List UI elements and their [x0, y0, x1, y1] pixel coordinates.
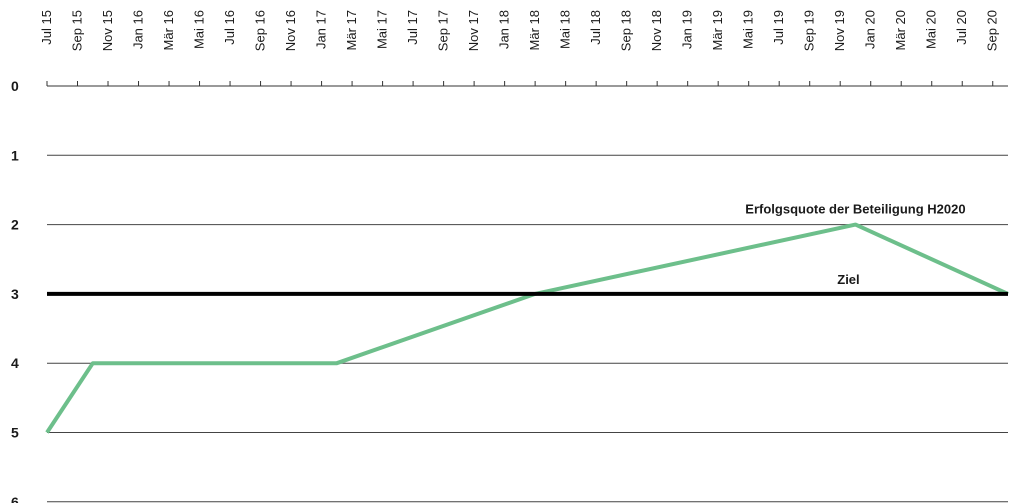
x-tick-label: Jan 20: [863, 10, 878, 49]
x-tick-label: Jul 19: [771, 10, 786, 45]
x-tick-label: Mär 17: [344, 10, 359, 50]
x-tick-label: Mär 18: [527, 10, 542, 50]
x-tick-label: Sep 16: [253, 10, 268, 51]
y-tick-label: 5: [11, 425, 19, 441]
x-tick-label: Mai 17: [375, 10, 390, 49]
y-axis-tick-labels: 0 1 2 3 4 5 6: [11, 78, 19, 503]
x-tick-label: Sep 17: [436, 10, 451, 51]
series-line-success-rate: [45, 222, 1009, 434]
series-label-goal: Ziel: [837, 272, 859, 287]
x-tick-label: Nov 16: [283, 10, 298, 51]
x-tick-label: Mai 18: [558, 10, 573, 49]
x-tick-label: Jan 16: [131, 10, 146, 49]
series-lines: [45, 222, 1009, 434]
x-tick-label: Mai 16: [192, 10, 207, 49]
y-tick-label: 6: [11, 494, 19, 503]
x-tick-label: Sep 18: [619, 10, 634, 51]
x-tick-label: Jul 18: [588, 10, 603, 45]
y-tick-label: 0: [11, 78, 19, 94]
x-tick-label: Jan 17: [314, 10, 329, 49]
x-tick-label: Mai 19: [741, 10, 756, 49]
x-tick-label: Sep 20: [985, 10, 1000, 51]
x-tick-label: Nov 18: [649, 10, 664, 51]
x-tick-label: Mär 16: [161, 10, 176, 50]
x-tick-label: Nov 15: [100, 10, 115, 51]
y-tick-label: 1: [11, 147, 19, 163]
x-tick-label: Sep 19: [802, 10, 817, 51]
y-tick-label: 2: [11, 217, 19, 233]
series-annotations: Erfolgsquote der Beteiligung H2020 Ziel: [745, 202, 965, 287]
x-tick-label: Jul 17: [405, 10, 420, 45]
x-tick-label: Mär 19: [710, 10, 725, 50]
y-tick-label: 4: [11, 355, 19, 371]
x-tick-label: Jan 19: [680, 10, 695, 49]
x-axis-ticks: [46, 81, 994, 86]
x-tick-label: Jul 20: [954, 10, 969, 45]
x-tick-label: Jul 15: [39, 10, 54, 45]
x-tick-label: Nov 17: [466, 10, 481, 51]
x-tick-label: Nov 19: [832, 10, 847, 51]
x-tick-label: Mai 20: [924, 10, 939, 49]
x-tick-label: Jul 16: [222, 10, 237, 45]
series-label-success-rate: Erfolgsquote der Beteiligung H2020: [745, 202, 965, 217]
y-tick-label: 3: [11, 286, 19, 302]
x-tick-label: Mär 20: [893, 10, 908, 50]
x-tick-label: Jan 18: [497, 10, 512, 49]
x-tick-label: Sep 15: [70, 10, 85, 51]
x-axis-tick-labels: Jul 15 Sep 15 Nov 15 Jan 16 Mär 16 Mai 16 Jul …: [39, 10, 1000, 51]
